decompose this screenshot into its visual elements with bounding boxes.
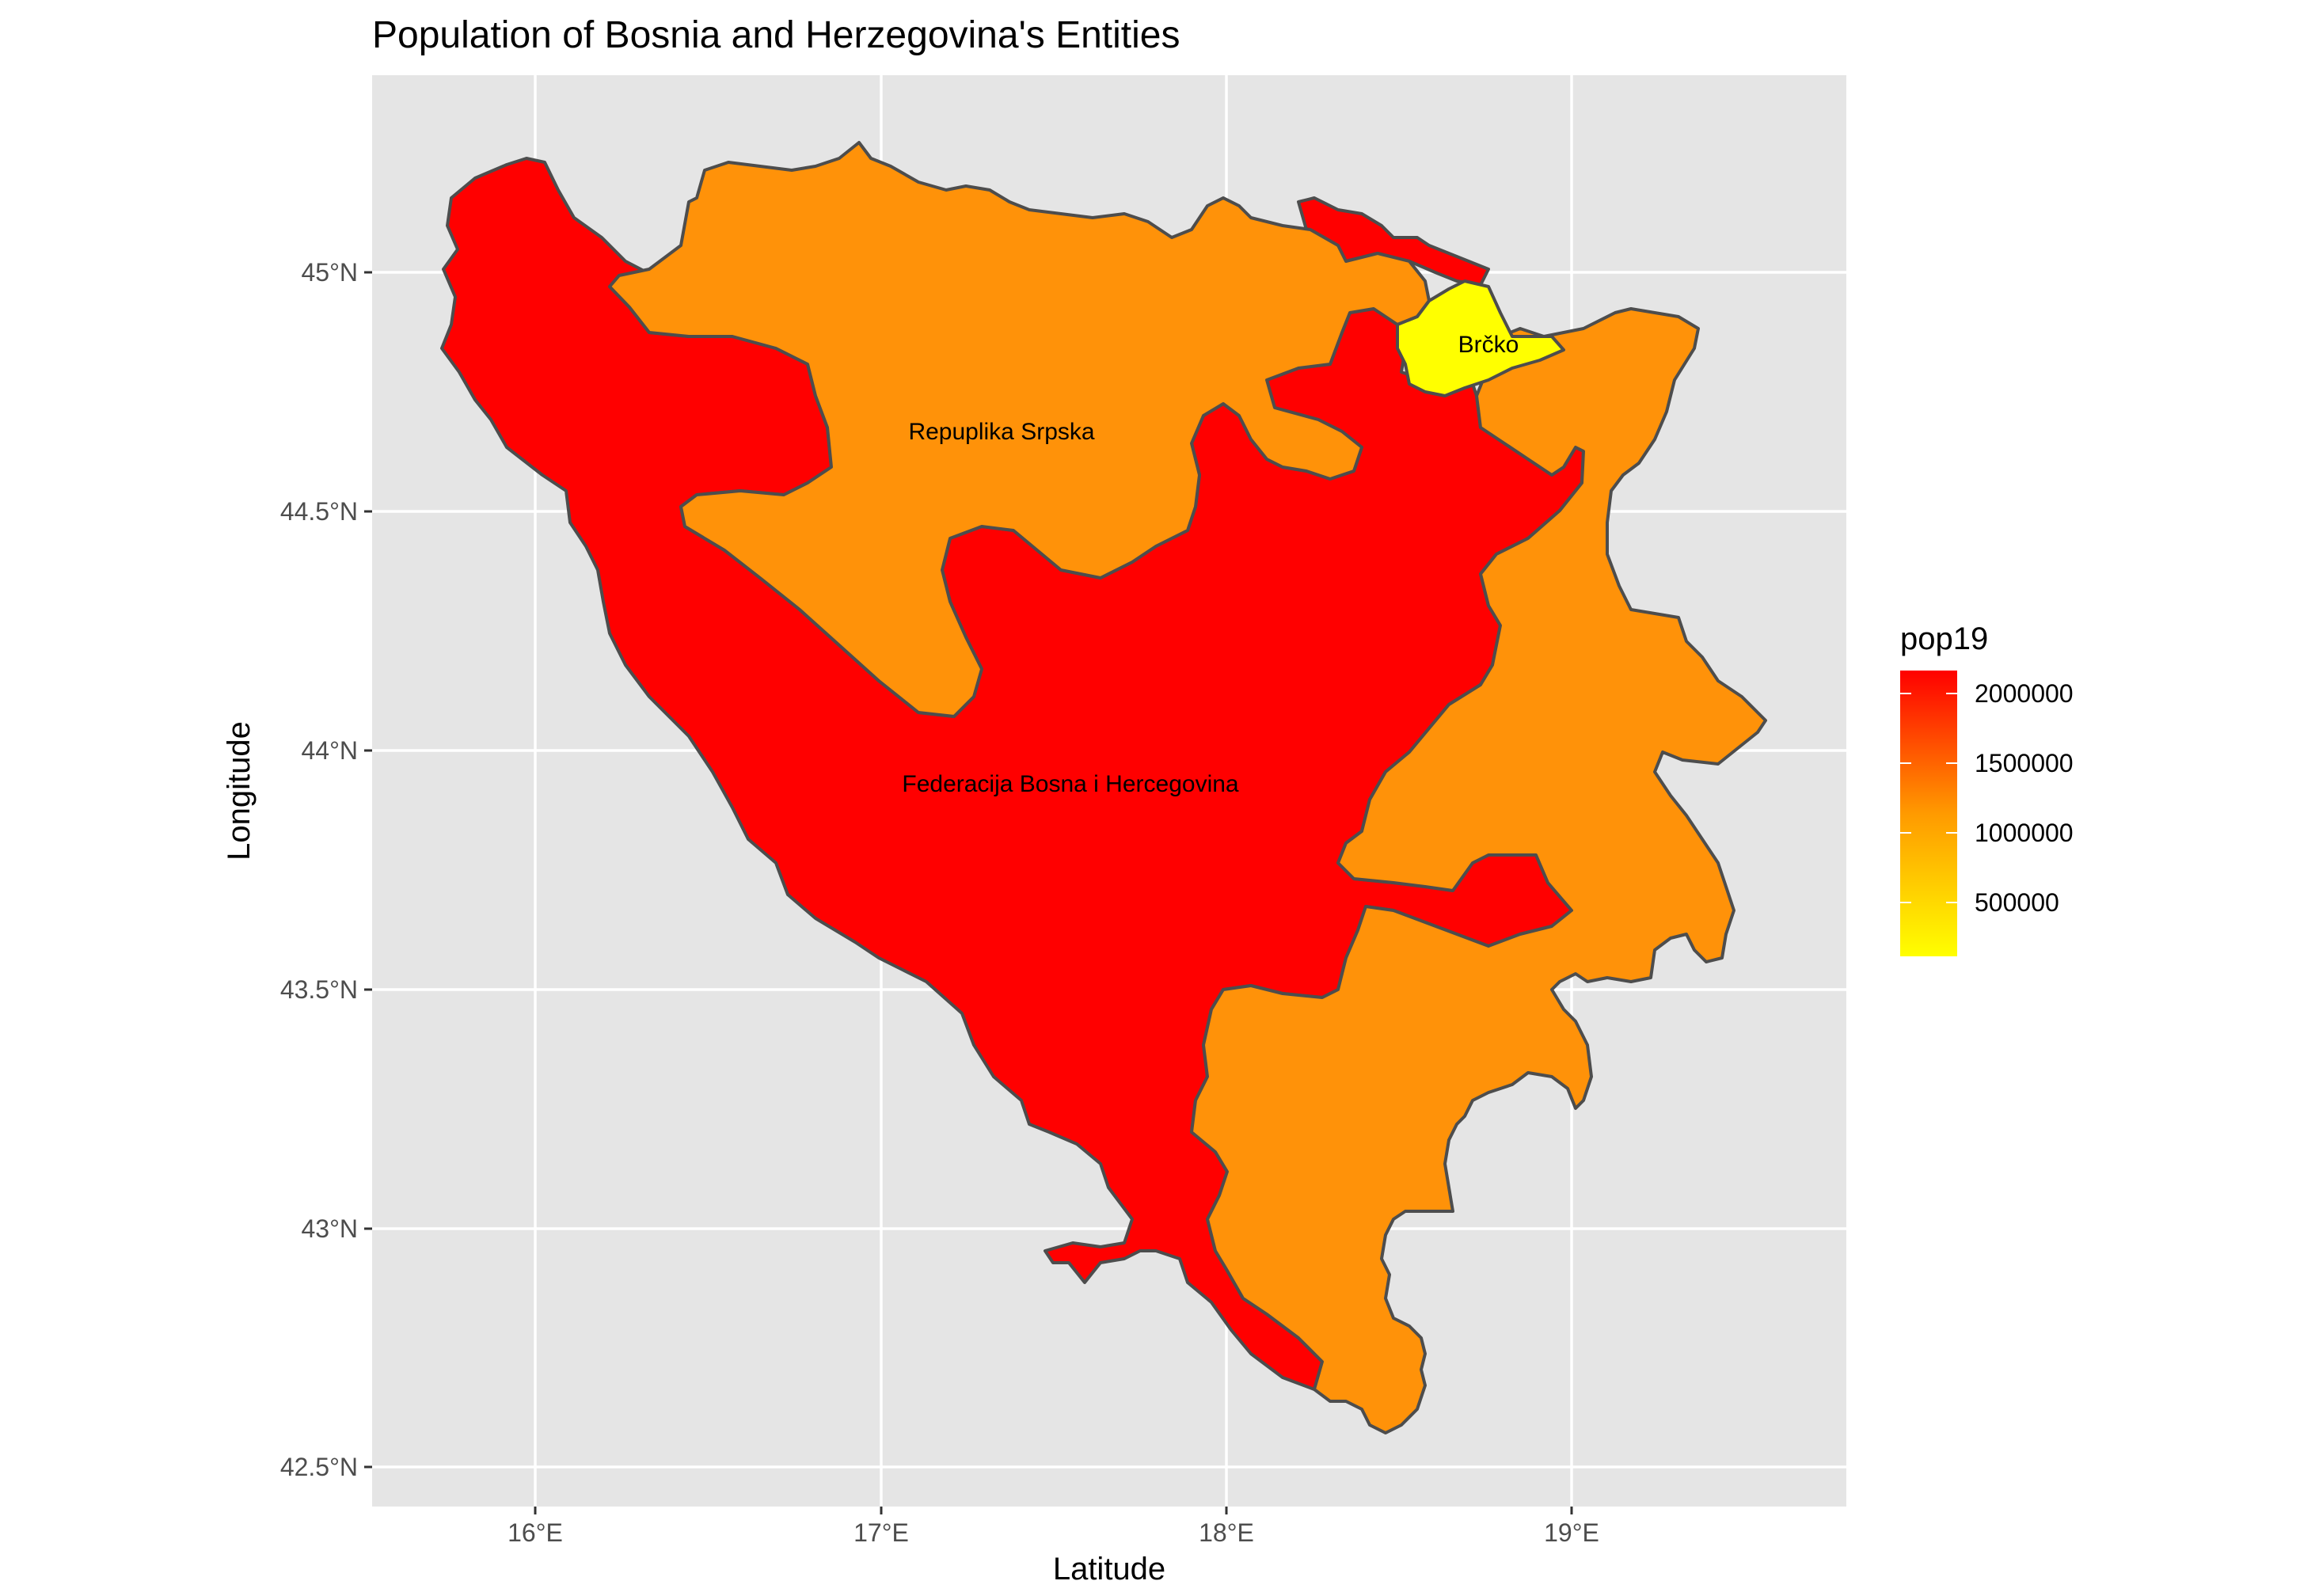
y-tick-label: 43°N — [302, 1214, 359, 1243]
y-axis: 45°N 44.5°N 44°N 43.5°N 43°N 42.5°N — [280, 258, 372, 1481]
legend-label: 1500000 — [1975, 749, 2074, 777]
legend: pop19 2000000 1500000 1000000 500000 — [1900, 621, 2074, 956]
x-tick-label: 18°E — [1199, 1518, 1254, 1547]
x-tick-label: 19°E — [1544, 1518, 1599, 1547]
region-republika-srpska-west — [608, 141, 1431, 718]
x-axis: 16°E 17°E 18°E 19°E — [508, 1507, 1599, 1547]
chart-title: Population of Bosnia and Herzegovina's E… — [372, 14, 1180, 56]
y-tick-label: 45°N — [302, 258, 359, 287]
y-tick-label: 43.5°N — [280, 975, 358, 1004]
region-label-federacija: Federacija Bosna i Hercegovina — [902, 771, 1239, 797]
y-tick-label: 44.5°N — [280, 497, 358, 526]
x-tick-label: 16°E — [508, 1518, 563, 1547]
map-regions — [440, 141, 1767, 1434]
region-republika-srpska-east — [1190, 307, 1767, 1434]
region-brcko — [1396, 279, 1565, 397]
legend-label: 1000000 — [1975, 819, 2074, 847]
y-tick-label: 44°N — [302, 736, 359, 765]
x-tick-label: 17°E — [853, 1518, 909, 1547]
y-tick-label: 42.5°N — [280, 1453, 358, 1481]
x-axis-title: Latitude — [1053, 1552, 1165, 1586]
y-axis-title: Longitude — [222, 721, 257, 861]
region-label-republika-srpska: Repuplika Srpska — [908, 419, 1094, 445]
region-label-brcko: Brčko — [1458, 332, 1519, 358]
legend-label: 500000 — [1975, 888, 2059, 917]
legend-label: 2000000 — [1975, 679, 2074, 708]
legend-title: pop19 — [1900, 621, 1988, 656]
legend-colorbar — [1900, 671, 1957, 956]
